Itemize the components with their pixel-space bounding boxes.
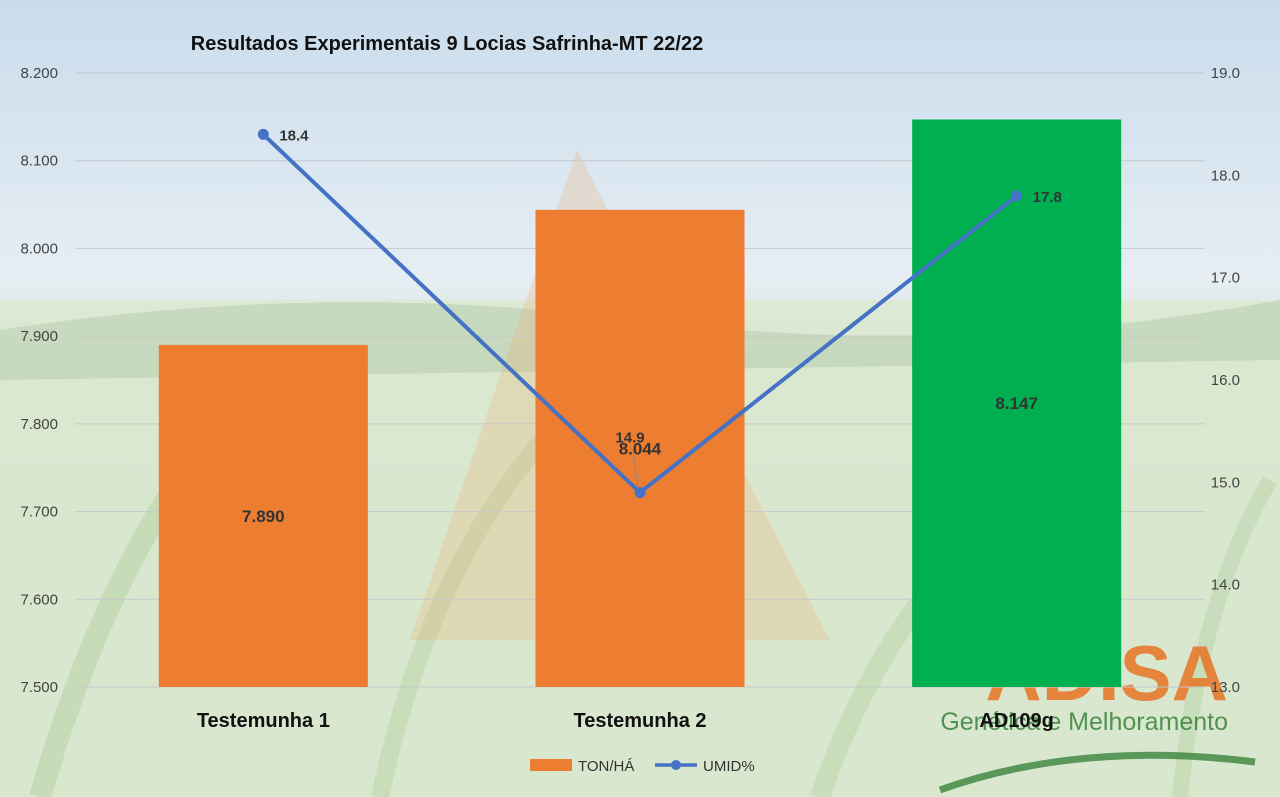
line-point	[257, 128, 269, 140]
logo-tagline: Genética e Melhoramento	[940, 708, 1228, 736]
bar-series-ton-ha: 7.890 8.044 8.147	[158, 119, 1122, 687]
chart-title: Resultados Experimentais 9 Locias Safrin…	[191, 33, 703, 55]
right-y-axis: 13.0 14.0 15.0 16.0 17.0 18.0 19.0	[1211, 65, 1240, 696]
bar	[158, 344, 368, 687]
left-axis-tick-label: 8.000	[20, 240, 58, 257]
left-axis-tick-label: 8.100	[20, 153, 58, 170]
bar	[912, 119, 1122, 687]
right-axis-tick-label: 15.0	[1211, 474, 1240, 491]
left-y-axis: 7.500 7.600 7.700 7.800 7.900 8.000 8.100 8.200	[20, 65, 58, 696]
category-label: Testemunha 1	[197, 710, 330, 732]
legend-label-umid: UMID%	[703, 758, 755, 775]
legend-swatch-ton-ha	[530, 759, 572, 771]
category-label: AD109g	[979, 710, 1053, 732]
left-axis-tick-label: 7.600	[20, 591, 58, 608]
bar-data-label: 8.147	[995, 394, 1038, 413]
category-label: Testemunha 2	[574, 710, 707, 732]
line-point	[1011, 190, 1023, 202]
left-axis-tick-label: 8.200	[20, 65, 58, 82]
right-axis-tick-label: 13.0	[1211, 679, 1240, 696]
left-axis-tick-label: 7.800	[20, 416, 58, 433]
data-label-leader-line	[632, 450, 639, 487]
line-data-label: 14.9	[615, 430, 644, 447]
left-axis-tick-label: 7.900	[20, 328, 58, 345]
right-axis-tick-label: 14.0	[1211, 577, 1240, 594]
bar-data-label: 8.044	[619, 439, 662, 458]
right-axis-tick-label: 19.0	[1211, 65, 1240, 82]
line-data-label: 17.8	[1033, 189, 1062, 206]
legend: TON/HÁ UMID%	[530, 758, 755, 775]
line-point	[634, 487, 646, 499]
left-axis-tick-label: 7.500	[20, 679, 58, 696]
left-axis-tick-label: 7.700	[20, 504, 58, 521]
right-axis-tick-label: 16.0	[1211, 372, 1240, 389]
logo-swoosh	[938, 751, 1256, 794]
bar-data-label: 7.890	[242, 507, 285, 526]
right-axis-tick-label: 18.0	[1211, 167, 1240, 184]
legend-label-ton-ha: TON/HÁ	[578, 758, 634, 775]
category-axis: Testemunha 1 Testemunha 2 AD109g	[197, 710, 1054, 732]
line-series-umid: 18.4 14.9 17.8	[257, 127, 1062, 499]
bar	[535, 209, 745, 687]
right-axis-tick-label: 17.0	[1211, 270, 1240, 287]
legend-marker-umid	[671, 760, 681, 770]
line-data-label: 18.4	[279, 127, 309, 144]
